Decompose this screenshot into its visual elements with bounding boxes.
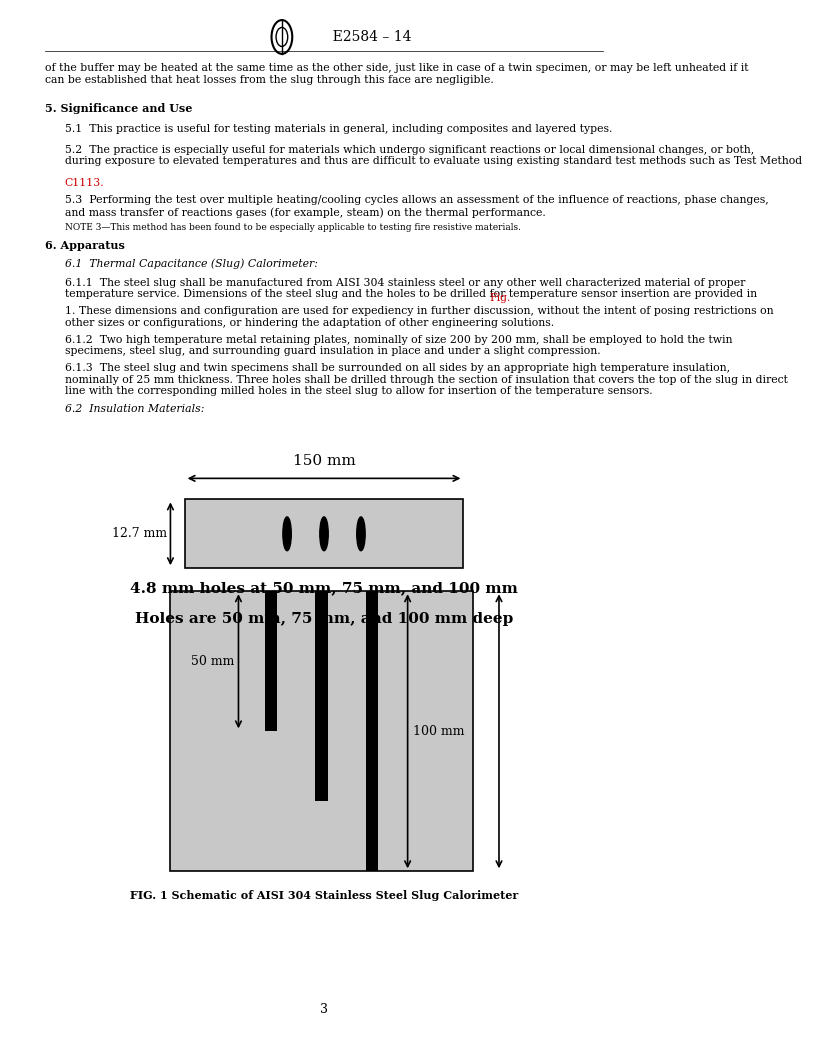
Bar — [366, 591, 378, 871]
Text: 4.8 mm holes at 50 mm, 75 mm, and 100 mm: 4.8 mm holes at 50 mm, 75 mm, and 100 mm — [130, 581, 518, 595]
Text: 6.1.2  Two high temperature metal retaining plates, nominally of size 200 by 200: 6.1.2 Two high temperature metal retaini… — [64, 335, 732, 356]
Text: of the buffer may be heated at the same time as the other side, just like in cas: of the buffer may be heated at the same … — [46, 63, 749, 84]
Ellipse shape — [357, 517, 366, 551]
Bar — [184, 499, 463, 568]
Text: NOTE 3—This method has been found to be especially applicable to testing fire re: NOTE 3—This method has been found to be … — [64, 223, 521, 232]
Ellipse shape — [283, 517, 291, 551]
Text: 12.7 mm: 12.7 mm — [112, 527, 167, 541]
Text: 6.2  Insulation Materials:: 6.2 Insulation Materials: — [64, 404, 204, 414]
Text: 6.1  Thermal Capacitance (Slug) Calorimeter:: 6.1 Thermal Capacitance (Slug) Calorimet… — [64, 259, 317, 269]
Text: 5.1  This practice is useful for testing materials in general, including composi: 5.1 This practice is useful for testing … — [64, 124, 612, 133]
Text: 150 mm: 150 mm — [293, 454, 356, 468]
Text: 50 mm: 50 mm — [191, 655, 234, 667]
Text: 1. These dimensions and configuration are used for expediency in further discuss: 1. These dimensions and configuration ar… — [64, 306, 774, 327]
Text: E2584 – 14: E2584 – 14 — [324, 30, 411, 44]
Bar — [315, 591, 328, 802]
Text: Holes are 50 mm, 75 mm, and 100 mm deep: Holes are 50 mm, 75 mm, and 100 mm deep — [135, 612, 513, 626]
Text: 5.2  The practice is especially useful for materials which undergo significant r: 5.2 The practice is especially useful fo… — [64, 145, 802, 166]
Text: 6. Apparatus: 6. Apparatus — [46, 240, 125, 250]
Text: 6.1.3  The steel slug and twin specimens shall be surrounded on all sides by an : 6.1.3 The steel slug and twin specimens … — [64, 363, 787, 396]
Text: Fig.: Fig. — [490, 293, 511, 302]
Text: 6.1.1  The steel slug shall be manufactured from AISI 304 stainless steel or any: 6.1.1 The steel slug shall be manufactur… — [64, 278, 757, 299]
Ellipse shape — [320, 517, 328, 551]
Text: 100 mm: 100 mm — [413, 724, 464, 738]
Text: 3: 3 — [320, 1003, 328, 1016]
Bar — [265, 591, 277, 731]
Text: FIG. 1 Schematic of AISI 304 Stainless Steel Slug Calorimeter: FIG. 1 Schematic of AISI 304 Stainless S… — [130, 890, 518, 901]
Text: 5.3  Performing the test over multiple heating/cooling cycles allows an assessme: 5.3 Performing the test over multiple he… — [64, 195, 769, 218]
Bar — [170, 591, 473, 871]
Text: 5. Significance and Use: 5. Significance and Use — [46, 103, 193, 114]
Text: C1113.: C1113. — [64, 178, 104, 188]
